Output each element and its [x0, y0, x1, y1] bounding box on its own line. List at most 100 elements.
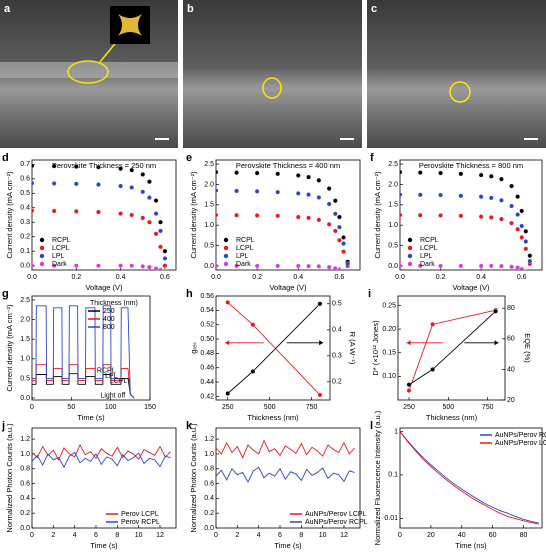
y-tick-label: 0.6 — [20, 480, 30, 487]
data-point — [275, 189, 281, 195]
scale-bar — [340, 138, 354, 140]
data-point — [337, 214, 342, 220]
annotation: RCPL — [97, 368, 116, 375]
x-tick-label: 0.6 — [335, 274, 345, 281]
data-point — [140, 264, 146, 269]
data-point — [528, 276, 532, 280]
data-point — [158, 219, 163, 225]
data-point — [254, 170, 260, 176]
y-tick-label: 0.01 — [384, 515, 398, 522]
data-point — [316, 195, 322, 200]
data-point — [341, 235, 346, 240]
y-axis-label: Normalized Photon Counts (a.u.) — [189, 423, 198, 533]
series-line — [32, 373, 135, 399]
data-point — [316, 263, 322, 269]
data-point — [519, 235, 525, 240]
data-point — [488, 215, 494, 220]
data-point — [316, 178, 322, 183]
plot-area — [32, 444, 171, 469]
data-point — [488, 195, 494, 201]
data-point — [254, 189, 260, 194]
y-tick-label: 0.54 — [200, 307, 214, 314]
data-point — [158, 267, 163, 270]
legend-marker — [39, 261, 45, 267]
data-point — [478, 214, 484, 219]
x-axis-label: Time (s) — [90, 541, 118, 550]
x-tick-label: 8 — [115, 532, 119, 539]
data-point — [332, 228, 338, 234]
x-tick-label: 4 — [73, 532, 77, 539]
legend-label: LCPL — [52, 245, 70, 252]
y-tick-label: 0.56 — [200, 293, 214, 300]
data-point — [438, 213, 443, 218]
x-tick-label: 0.6 — [517, 274, 527, 281]
panel-label: j — [1, 420, 5, 432]
x-tick-label: 0.2 — [436, 274, 446, 281]
x-tick-label: 0 — [398, 532, 402, 539]
y-tick-label: 0.0 — [204, 263, 214, 270]
data-point — [118, 166, 123, 172]
data-point — [234, 170, 239, 175]
legend-label: LCPL — [236, 245, 254, 252]
series-line — [32, 305, 135, 399]
legend-label: LPL — [52, 253, 65, 260]
chart-panel: e 0.0 0.2 0.4 0.6 0.0 0.5 1.0 1.5 2.0 2.5 Voltage (… — [186, 152, 361, 292]
data-point — [417, 212, 423, 218]
x-tick-label: 0 — [214, 532, 218, 539]
data-point — [341, 249, 346, 255]
x-tick-label: 6 — [94, 532, 98, 539]
x-tick-label: 0 — [30, 404, 34, 411]
y2-axis-label: EQE (%) — [523, 333, 532, 363]
plot-frame — [397, 295, 506, 401]
panel-label: e — [186, 152, 192, 164]
y-tick-label: 2.0 — [20, 316, 30, 323]
x-tick-label: 500 — [443, 404, 455, 411]
panel-label: c — [371, 3, 377, 15]
y-tick-label: 0.7 — [20, 161, 30, 168]
chart-panel: i 250 500 750 0.10 0.15 0.20 0.25 20 40 60 80 Thickn… — [368, 288, 532, 422]
data-point — [458, 193, 464, 199]
x-tick-label: 8 — [299, 532, 303, 539]
chart-panel: k 0 2 4 6 8 10 12 0.0 0.2 0.4 0.6 0.8 1.0 1.2 Time (s) N… — [186, 420, 368, 550]
series-line — [408, 309, 496, 391]
legend-label: LPL — [236, 253, 249, 260]
data-point — [337, 224, 342, 230]
series-line — [400, 431, 540, 524]
data-point — [417, 192, 423, 198]
data-point — [332, 266, 338, 270]
data-point — [524, 269, 527, 270]
x-axis-label: Thickness (nm) — [247, 413, 299, 422]
x-tick-label: 750 — [482, 404, 494, 411]
chart-panel: j 0 2 4 6 8 10 12 0.0 0.2 0.4 0.6 0.8 1.0 1.2 Time (s) N… — [1, 420, 177, 550]
data-point — [32, 180, 35, 186]
data-point — [499, 176, 504, 182]
plot-area — [32, 305, 135, 399]
y-tick-label: 0.4 — [20, 205, 30, 212]
y-tick-label: 0.5 — [388, 242, 398, 249]
plot-area — [400, 169, 533, 280]
data-point — [515, 226, 521, 232]
data-point — [509, 220, 514, 226]
plot-area — [216, 439, 356, 484]
data-point — [499, 197, 504, 203]
data-point — [400, 263, 403, 269]
y-tick-label: 0.25 — [382, 302, 396, 309]
y-tick-label: 0.10 — [382, 373, 396, 380]
data-point — [478, 194, 484, 200]
x-tick-label: 0.0 — [211, 274, 221, 281]
data-point — [51, 263, 57, 269]
y-axis-label: Current density (mA cm⁻²) — [373, 171, 382, 259]
data-point — [478, 263, 484, 269]
x-tick-label: 0.0 — [27, 274, 37, 281]
annotation: Light off — [100, 393, 125, 400]
series-line — [216, 466, 355, 484]
data-point — [316, 217, 322, 223]
axis-arrow-head — [406, 340, 411, 346]
panel-label: a — [4, 3, 11, 15]
axis-arrow-head — [319, 340, 324, 346]
x-tick-label: 80 — [520, 532, 528, 539]
x-tick-label: 10 — [135, 532, 143, 539]
data-point — [275, 263, 281, 269]
x-tick-label: 750 — [306, 404, 318, 411]
data-point — [118, 211, 123, 216]
